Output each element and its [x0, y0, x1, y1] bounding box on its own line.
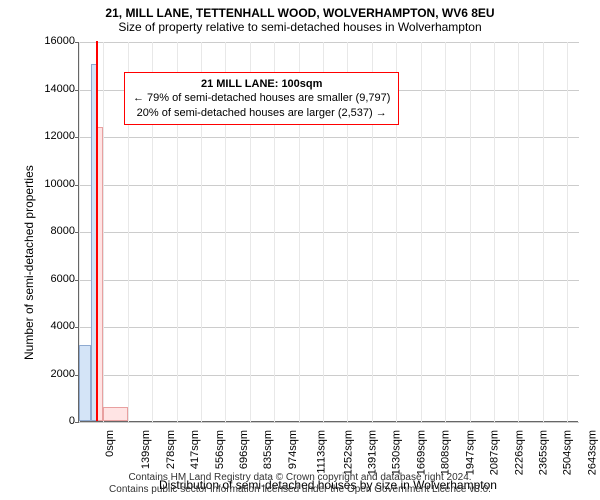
- x-tick-label: 2087sqm: [488, 430, 500, 475]
- y-tick-label: 12000: [25, 130, 75, 142]
- x-tick-label: 835sqm: [263, 430, 275, 469]
- x-tick-label: 278sqm: [165, 430, 177, 469]
- histogram-bar: [97, 127, 104, 422]
- y-axis-label: Number of semi-detached properties: [22, 165, 36, 360]
- footer-line1: Contains HM Land Registry data © Crown c…: [10, 472, 590, 484]
- marker-line: [96, 41, 98, 421]
- gridline-h: [79, 42, 579, 43]
- y-tick-label: 16000: [25, 35, 75, 47]
- y-tick-label: 2000: [25, 368, 75, 380]
- gridline-v: [518, 42, 519, 422]
- histogram-bar: [79, 345, 91, 421]
- gridline-h: [79, 375, 579, 376]
- x-tick-label: 1113sqm: [316, 430, 328, 474]
- x-tick-label: 0sqm: [104, 430, 116, 457]
- chart-title-address: 21, MILL LANE, TETTENHALL WOOD, WOLVERHA…: [10, 6, 590, 20]
- gridline-v: [543, 42, 544, 422]
- marker-info-box: 21 MILL LANE: 100sqm ← 79% of semi-detac…: [124, 72, 399, 125]
- gridline-v: [445, 42, 446, 422]
- info-box-larger: 20% of semi-detached houses are larger (…: [133, 106, 390, 120]
- gridline-h: [79, 280, 579, 281]
- x-tick-label: 1530sqm: [391, 430, 403, 475]
- x-tick-label: 974sqm: [287, 430, 299, 469]
- chart-container: 02000400060008000100001200014000160000sq…: [78, 42, 578, 422]
- x-tick-label: 2643sqm: [586, 430, 598, 475]
- histogram-bar: [103, 407, 127, 421]
- gridline-v: [567, 42, 568, 422]
- x-tick-label: 1808sqm: [439, 430, 451, 475]
- chart-subtitle: Size of property relative to semi-detach…: [10, 20, 590, 34]
- x-tick-label: 2226sqm: [513, 430, 525, 475]
- gridline-h: [79, 137, 579, 138]
- x-tick-label: 1947sqm: [464, 430, 476, 475]
- info-box-title: 21 MILL LANE: 100sqm: [133, 77, 390, 91]
- gridline-v: [494, 42, 495, 422]
- footer-line2: Contains public sector information licen…: [10, 484, 590, 496]
- y-tick-label: 14000: [25, 83, 75, 95]
- gridline-v: [421, 42, 422, 422]
- x-tick-label: 696sqm: [238, 430, 250, 469]
- gridline-h: [79, 327, 579, 328]
- x-tick-label: 1391sqm: [366, 430, 378, 475]
- info-box-smaller: ← 79% of semi-detached houses are smalle…: [133, 91, 390, 105]
- x-tick-label: 417sqm: [189, 430, 201, 469]
- x-tick-label: 1669sqm: [415, 430, 427, 475]
- x-tick-label: 2504sqm: [562, 430, 574, 475]
- gridline-h: [79, 185, 579, 186]
- x-tick-label: 1252sqm: [342, 430, 354, 475]
- x-tick-label: 2365sqm: [537, 430, 549, 475]
- y-tick-label: 0: [25, 415, 75, 427]
- footer-attribution: Contains HM Land Registry data © Crown c…: [10, 472, 590, 496]
- gridline-v: [103, 42, 104, 422]
- x-tick-label: 139sqm: [141, 430, 153, 469]
- x-tick-label: 556sqm: [214, 430, 226, 469]
- gridline-h: [79, 422, 579, 423]
- gridline-h: [79, 232, 579, 233]
- gridline-v: [470, 42, 471, 422]
